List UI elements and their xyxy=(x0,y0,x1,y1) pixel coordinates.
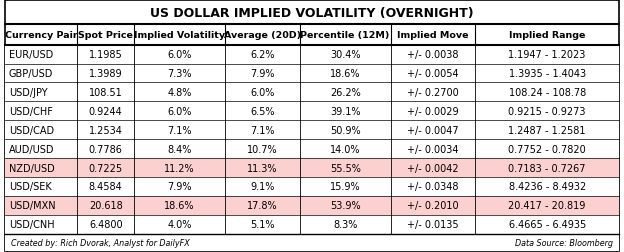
Text: 1.3935 - 1.4043: 1.3935 - 1.4043 xyxy=(509,69,586,79)
Text: 4.0%: 4.0% xyxy=(167,219,192,229)
Text: 108.51: 108.51 xyxy=(89,88,122,98)
Text: 18.6%: 18.6% xyxy=(164,201,195,210)
Text: 39.1%: 39.1% xyxy=(330,106,361,116)
Text: 4.8%: 4.8% xyxy=(167,88,192,98)
Text: 55.5%: 55.5% xyxy=(329,163,361,173)
Text: +/- 0.0348: +/- 0.0348 xyxy=(407,182,459,192)
Text: +/- 0.0054: +/- 0.0054 xyxy=(407,69,459,79)
Text: USD/CHF: USD/CHF xyxy=(9,106,52,116)
Text: +/- 0.0029: +/- 0.0029 xyxy=(407,106,459,116)
Text: +/- 0.0034: +/- 0.0034 xyxy=(407,144,459,154)
Text: 8.4584: 8.4584 xyxy=(89,182,122,192)
Text: 6.0%: 6.0% xyxy=(250,88,275,98)
Text: 6.5%: 6.5% xyxy=(250,106,275,116)
Text: Implied Range: Implied Range xyxy=(509,31,585,40)
Text: NZD/USD: NZD/USD xyxy=(9,163,54,173)
Text: 8.3%: 8.3% xyxy=(333,219,358,229)
Bar xyxy=(5,83,619,102)
Text: 30.4%: 30.4% xyxy=(330,50,361,60)
Text: +/- 0.0038: +/- 0.0038 xyxy=(407,50,459,60)
Text: 7.1%: 7.1% xyxy=(250,125,275,135)
Text: Created by: Rich Dvorak, Analyst for DailyFX: Created by: Rich Dvorak, Analyst for Dai… xyxy=(11,238,190,247)
Text: 0.7183 - 0.7267: 0.7183 - 0.7267 xyxy=(509,163,586,173)
Text: 0.7786: 0.7786 xyxy=(89,144,123,154)
Bar xyxy=(5,215,619,234)
Text: USD/MXN: USD/MXN xyxy=(9,201,56,210)
Text: +/- 0.2700: +/- 0.2700 xyxy=(407,88,459,98)
Text: USD/CNH: USD/CNH xyxy=(9,219,54,229)
Text: USD/SEK: USD/SEK xyxy=(9,182,52,192)
Text: Implied Volatility: Implied Volatility xyxy=(134,31,225,40)
Bar xyxy=(5,102,619,121)
Text: 50.9%: 50.9% xyxy=(330,125,361,135)
Text: 7.9%: 7.9% xyxy=(250,69,275,79)
Text: +/- 0.2010: +/- 0.2010 xyxy=(407,201,459,210)
Bar xyxy=(5,234,619,251)
Text: Spot Price: Spot Price xyxy=(78,31,133,40)
Text: 53.9%: 53.9% xyxy=(330,201,361,210)
Text: 15.9%: 15.9% xyxy=(330,182,361,192)
Bar xyxy=(5,46,619,64)
Text: 9.1%: 9.1% xyxy=(250,182,275,192)
Text: 5.1%: 5.1% xyxy=(250,219,275,229)
Bar xyxy=(5,196,619,215)
Text: 7.9%: 7.9% xyxy=(167,182,192,192)
Text: 10.7%: 10.7% xyxy=(247,144,278,154)
Text: 6.0%: 6.0% xyxy=(167,50,192,60)
Text: +/- 0.0047: +/- 0.0047 xyxy=(407,125,459,135)
Text: 0.9215 - 0.9273: 0.9215 - 0.9273 xyxy=(509,106,586,116)
Text: Percentile (12M): Percentile (12M) xyxy=(301,31,390,40)
Text: 1.1985: 1.1985 xyxy=(89,50,122,60)
Text: 0.9244: 0.9244 xyxy=(89,106,122,116)
Text: 6.0%: 6.0% xyxy=(167,106,192,116)
Text: Implied Move: Implied Move xyxy=(397,31,469,40)
Bar xyxy=(5,140,619,159)
Text: Data Source: Bloomberg: Data Source: Bloomberg xyxy=(515,238,613,247)
Text: 20.417 - 20.819: 20.417 - 20.819 xyxy=(509,201,586,210)
Text: 8.4236 - 8.4932: 8.4236 - 8.4932 xyxy=(509,182,586,192)
Text: 7.3%: 7.3% xyxy=(167,69,192,79)
Text: 17.8%: 17.8% xyxy=(247,201,278,210)
Text: AUD/USD: AUD/USD xyxy=(9,144,54,154)
Text: 14.0%: 14.0% xyxy=(330,144,361,154)
Text: 7.1%: 7.1% xyxy=(167,125,192,135)
Text: 11.3%: 11.3% xyxy=(247,163,278,173)
Text: 18.6%: 18.6% xyxy=(330,69,361,79)
Text: 26.2%: 26.2% xyxy=(329,88,361,98)
Text: EUR/USD: EUR/USD xyxy=(9,50,53,60)
Text: 6.4800: 6.4800 xyxy=(89,219,122,229)
Text: 108.24 - 108.78: 108.24 - 108.78 xyxy=(509,88,586,98)
Text: 0.7225: 0.7225 xyxy=(89,163,123,173)
Bar xyxy=(5,159,619,177)
Text: GBP/USD: GBP/USD xyxy=(9,69,53,79)
Text: USD/JPY: USD/JPY xyxy=(9,88,47,98)
Text: +/- 0.0135: +/- 0.0135 xyxy=(407,219,459,229)
Text: 8.4%: 8.4% xyxy=(167,144,192,154)
Text: 1.2534: 1.2534 xyxy=(89,125,123,135)
Text: 1.3989: 1.3989 xyxy=(89,69,122,79)
Text: 6.4665 - 6.4935: 6.4665 - 6.4935 xyxy=(509,219,586,229)
Text: +/- 0.0042: +/- 0.0042 xyxy=(407,163,459,173)
Text: Currency Pair: Currency Pair xyxy=(5,31,77,40)
Text: 11.2%: 11.2% xyxy=(164,163,195,173)
Text: US DOLLAR IMPLIED VOLATILITY (OVERNIGHT): US DOLLAR IMPLIED VOLATILITY (OVERNIGHT) xyxy=(150,7,474,19)
Bar xyxy=(5,177,619,196)
Bar xyxy=(5,121,619,140)
Text: Average (20D): Average (20D) xyxy=(223,31,301,40)
Text: 1.1947 - 1.2023: 1.1947 - 1.2023 xyxy=(509,50,586,60)
Bar xyxy=(5,64,619,83)
Text: 0.7752 - 0.7820: 0.7752 - 0.7820 xyxy=(509,144,586,154)
Text: 6.2%: 6.2% xyxy=(250,50,275,60)
Text: 20.618: 20.618 xyxy=(89,201,122,210)
Text: USD/CAD: USD/CAD xyxy=(9,125,54,135)
Text: 1.2487 - 1.2581: 1.2487 - 1.2581 xyxy=(509,125,586,135)
